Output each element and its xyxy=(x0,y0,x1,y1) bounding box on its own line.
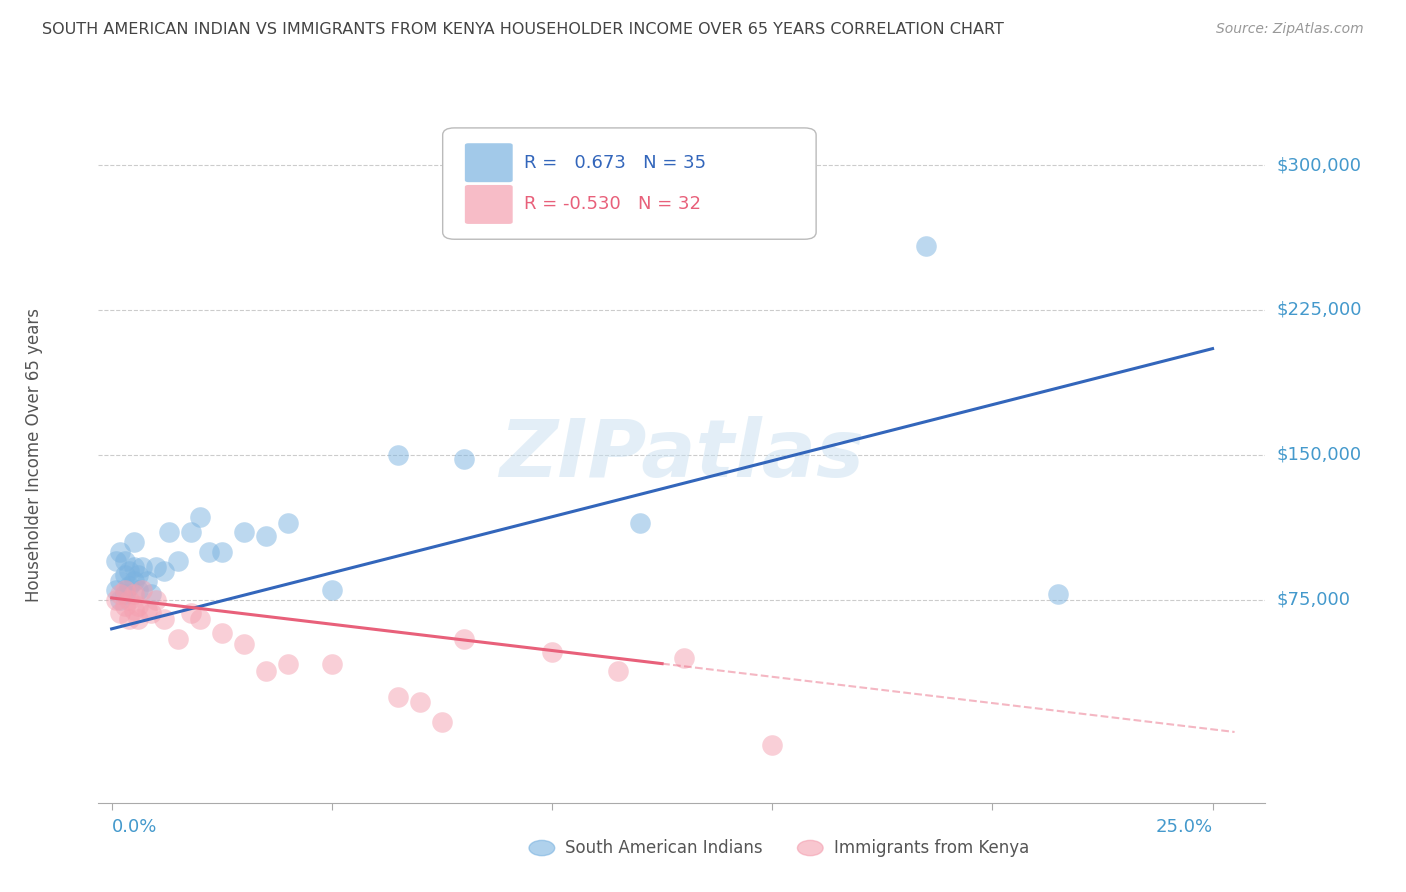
Point xyxy=(118,592,141,607)
Point xyxy=(673,651,696,665)
Point xyxy=(180,525,202,540)
FancyBboxPatch shape xyxy=(443,128,815,239)
Point xyxy=(127,599,149,613)
Point xyxy=(541,645,564,659)
Text: $300,000: $300,000 xyxy=(1277,156,1361,174)
Point xyxy=(127,583,149,598)
Circle shape xyxy=(797,840,823,855)
Point xyxy=(118,564,141,578)
Circle shape xyxy=(529,840,555,855)
Point xyxy=(153,612,176,626)
Point xyxy=(122,574,145,588)
Point xyxy=(277,516,299,530)
Point xyxy=(105,592,128,607)
Point xyxy=(387,448,409,462)
Point xyxy=(141,607,163,621)
FancyBboxPatch shape xyxy=(465,185,513,224)
Point xyxy=(453,451,475,466)
Point xyxy=(105,554,128,568)
Point xyxy=(277,657,299,671)
Point xyxy=(321,657,343,671)
Point xyxy=(188,509,211,524)
Point xyxy=(114,567,136,582)
Point xyxy=(409,695,432,709)
Text: Source: ZipAtlas.com: Source: ZipAtlas.com xyxy=(1216,22,1364,37)
Point xyxy=(1047,587,1070,601)
Text: $150,000: $150,000 xyxy=(1277,446,1361,464)
Point xyxy=(387,690,409,704)
Point xyxy=(211,625,233,640)
Point xyxy=(166,554,188,568)
Point xyxy=(135,602,157,616)
Point xyxy=(110,574,132,588)
Text: $225,000: $225,000 xyxy=(1277,301,1362,319)
Text: 0.0%: 0.0% xyxy=(111,818,157,837)
Point xyxy=(114,599,136,613)
Text: R =   0.673   N = 35: R = 0.673 N = 35 xyxy=(524,153,706,171)
Point xyxy=(157,525,180,540)
Point xyxy=(254,665,277,679)
Point xyxy=(110,592,132,607)
Text: Immigrants from Kenya: Immigrants from Kenya xyxy=(834,839,1029,857)
Point xyxy=(122,602,145,616)
Point xyxy=(153,564,176,578)
Point xyxy=(141,587,163,601)
Point xyxy=(321,583,343,598)
Point xyxy=(122,560,145,574)
Point xyxy=(118,612,141,626)
Point xyxy=(761,738,783,752)
Text: Householder Income Over 65 years: Householder Income Over 65 years xyxy=(25,308,44,602)
Point xyxy=(145,592,167,607)
Point xyxy=(197,544,219,558)
Text: ZIPatlas: ZIPatlas xyxy=(499,416,865,494)
Point xyxy=(607,665,630,679)
Point xyxy=(628,516,651,530)
Point xyxy=(110,607,132,621)
Point xyxy=(127,612,149,626)
Point xyxy=(915,239,938,253)
Text: South American Indians: South American Indians xyxy=(565,839,763,857)
Point xyxy=(110,587,132,601)
Text: $75,000: $75,000 xyxy=(1277,591,1351,609)
Point xyxy=(118,579,141,593)
Point xyxy=(114,554,136,568)
Point xyxy=(453,632,475,646)
Point xyxy=(110,544,132,558)
Point xyxy=(232,525,254,540)
Point xyxy=(232,637,254,651)
Point xyxy=(105,583,128,598)
Point xyxy=(127,567,149,582)
Point xyxy=(211,544,233,558)
Point xyxy=(122,534,145,549)
Text: SOUTH AMERICAN INDIAN VS IMMIGRANTS FROM KENYA HOUSEHOLDER INCOME OVER 65 YEARS : SOUTH AMERICAN INDIAN VS IMMIGRANTS FROM… xyxy=(42,22,1004,37)
Point xyxy=(135,574,157,588)
Point xyxy=(131,560,153,574)
Point xyxy=(114,583,136,598)
Point xyxy=(145,560,167,574)
Point xyxy=(180,607,202,621)
Point xyxy=(254,529,277,543)
Point xyxy=(166,632,188,646)
Point xyxy=(122,587,145,601)
Text: R = -0.530   N = 32: R = -0.530 N = 32 xyxy=(524,195,702,213)
Point xyxy=(114,587,136,601)
Point xyxy=(131,583,153,598)
Point xyxy=(430,714,453,729)
Text: 25.0%: 25.0% xyxy=(1156,818,1212,837)
Point xyxy=(188,612,211,626)
FancyBboxPatch shape xyxy=(465,144,513,182)
